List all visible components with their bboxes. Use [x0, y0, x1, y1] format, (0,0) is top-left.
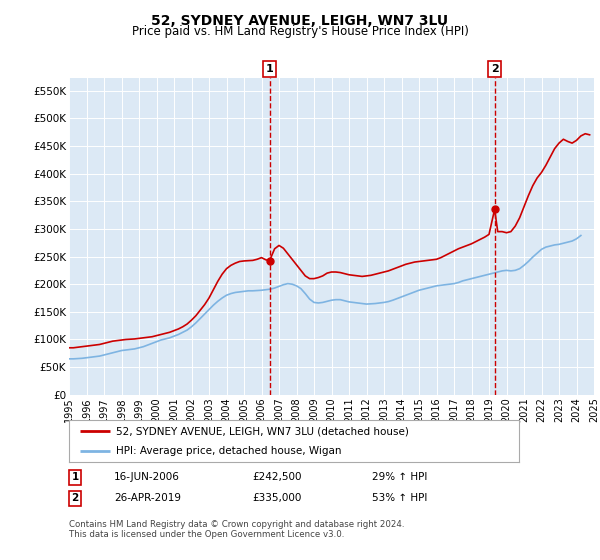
Text: 1: 1: [266, 64, 274, 74]
Text: Contains HM Land Registry data © Crown copyright and database right 2024.
This d: Contains HM Land Registry data © Crown c…: [69, 520, 404, 539]
Text: 26-APR-2019: 26-APR-2019: [114, 493, 181, 503]
Text: 2: 2: [491, 64, 499, 74]
Text: Price paid vs. HM Land Registry's House Price Index (HPI): Price paid vs. HM Land Registry's House …: [131, 25, 469, 38]
Text: 52, SYDNEY AVENUE, LEIGH, WN7 3LU (detached house): 52, SYDNEY AVENUE, LEIGH, WN7 3LU (detac…: [116, 426, 409, 436]
Text: £242,500: £242,500: [252, 472, 302, 482]
Text: 16-JUN-2006: 16-JUN-2006: [114, 472, 180, 482]
Text: 53% ↑ HPI: 53% ↑ HPI: [372, 493, 427, 503]
Text: 29% ↑ HPI: 29% ↑ HPI: [372, 472, 427, 482]
Text: HPI: Average price, detached house, Wigan: HPI: Average price, detached house, Wiga…: [116, 446, 342, 456]
Text: 2: 2: [71, 493, 79, 503]
Text: 1: 1: [71, 472, 79, 482]
Text: 52, SYDNEY AVENUE, LEIGH, WN7 3LU: 52, SYDNEY AVENUE, LEIGH, WN7 3LU: [151, 14, 449, 28]
Text: £335,000: £335,000: [252, 493, 301, 503]
